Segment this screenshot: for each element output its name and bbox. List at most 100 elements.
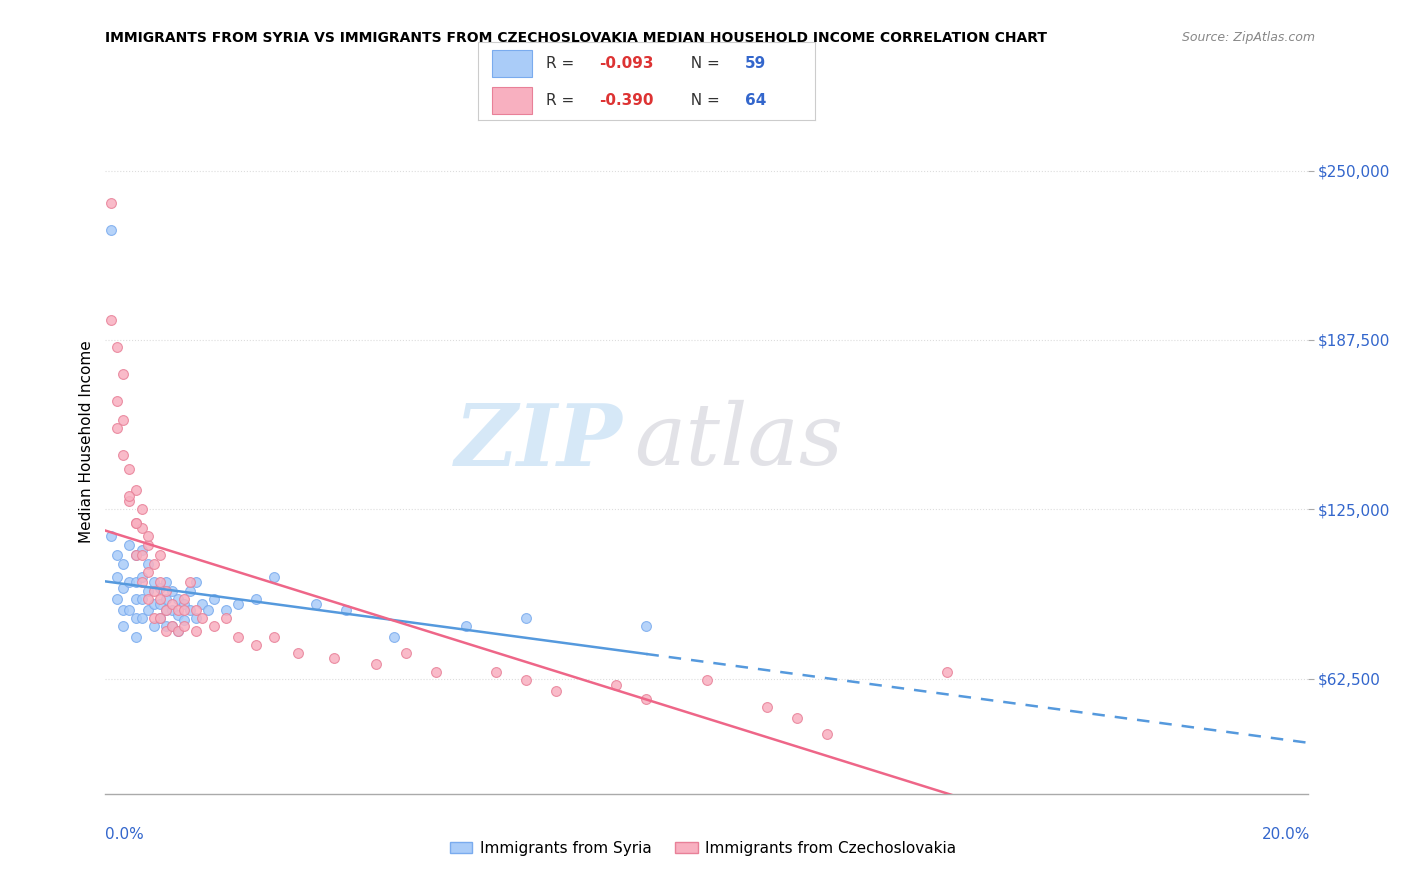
Point — [124, 549, 146, 563]
Point — [364, 657, 387, 671]
Point — [118, 494, 141, 508]
Text: R =: R = — [546, 56, 579, 71]
Point — [136, 591, 159, 606]
Point — [173, 619, 195, 633]
Point — [173, 591, 195, 606]
Point — [155, 619, 177, 633]
Text: ZIP: ZIP — [454, 400, 623, 483]
Point — [100, 529, 122, 543]
Point — [148, 549, 170, 563]
Point — [166, 602, 188, 616]
Point — [112, 581, 135, 595]
Point — [131, 543, 153, 558]
Point — [214, 602, 236, 616]
Point — [190, 597, 212, 611]
Point — [160, 619, 183, 633]
Point — [124, 516, 146, 530]
Bar — [492, 50, 531, 78]
Point — [148, 581, 170, 595]
Point — [136, 529, 159, 543]
Point — [148, 597, 170, 611]
Point — [124, 610, 146, 624]
Point — [107, 393, 129, 408]
Point — [184, 575, 207, 590]
Point — [166, 591, 188, 606]
Point — [155, 624, 177, 639]
Point — [184, 624, 207, 639]
Point — [142, 583, 165, 598]
Point — [131, 502, 153, 516]
Point — [166, 624, 188, 639]
Point — [142, 610, 165, 624]
Point — [131, 549, 153, 563]
Text: 0.0%: 0.0% — [105, 827, 145, 841]
Point — [155, 602, 177, 616]
Point — [155, 583, 177, 598]
Point — [148, 575, 170, 590]
Point — [124, 516, 146, 530]
Point — [184, 610, 207, 624]
Point — [136, 602, 159, 616]
Point — [636, 692, 658, 706]
Point — [202, 619, 225, 633]
Point — [322, 651, 344, 665]
Point — [124, 575, 146, 590]
Point — [515, 673, 537, 687]
Point — [112, 602, 135, 616]
Point — [155, 602, 177, 616]
Point — [124, 549, 146, 563]
Text: 64: 64 — [745, 93, 766, 108]
Point — [335, 602, 357, 616]
Point — [142, 619, 165, 633]
Point — [112, 619, 135, 633]
Point — [226, 597, 249, 611]
Point — [118, 602, 141, 616]
Point — [160, 597, 183, 611]
Legend: Immigrants from Syria, Immigrants from Czechoslovakia: Immigrants from Syria, Immigrants from C… — [443, 835, 963, 862]
Point — [136, 565, 159, 579]
Point — [425, 665, 447, 679]
Point — [100, 312, 122, 326]
Point — [166, 624, 188, 639]
Point — [160, 602, 183, 616]
Point — [142, 557, 165, 571]
Point — [118, 537, 141, 551]
Text: -0.093: -0.093 — [599, 56, 654, 71]
Text: Source: ZipAtlas.com: Source: ZipAtlas.com — [1181, 31, 1315, 45]
Text: -0.390: -0.390 — [599, 93, 654, 108]
Point — [118, 461, 141, 475]
Point — [107, 340, 129, 354]
Text: N =: N = — [681, 93, 724, 108]
Point — [124, 483, 146, 498]
Point — [179, 583, 201, 598]
Point — [546, 684, 568, 698]
Point — [112, 367, 135, 381]
Point — [166, 607, 188, 622]
Point — [202, 591, 225, 606]
Point — [605, 678, 627, 692]
Point — [696, 673, 718, 687]
Text: R =: R = — [546, 93, 579, 108]
Point — [245, 638, 267, 652]
Point — [148, 591, 170, 606]
Point — [142, 597, 165, 611]
Point — [179, 602, 201, 616]
Point — [112, 413, 135, 427]
Point — [148, 610, 170, 624]
Point — [287, 646, 309, 660]
Point — [786, 711, 808, 725]
Text: atlas: atlas — [634, 401, 844, 483]
Point — [755, 700, 778, 714]
Point — [148, 610, 170, 624]
Point — [173, 602, 195, 616]
Point — [214, 610, 236, 624]
Point — [112, 557, 135, 571]
Point — [305, 597, 328, 611]
Point — [131, 610, 153, 624]
Point — [160, 583, 183, 598]
Point — [100, 196, 122, 211]
Point — [173, 597, 195, 611]
Point — [124, 591, 146, 606]
Point — [155, 591, 177, 606]
Point — [107, 570, 129, 584]
